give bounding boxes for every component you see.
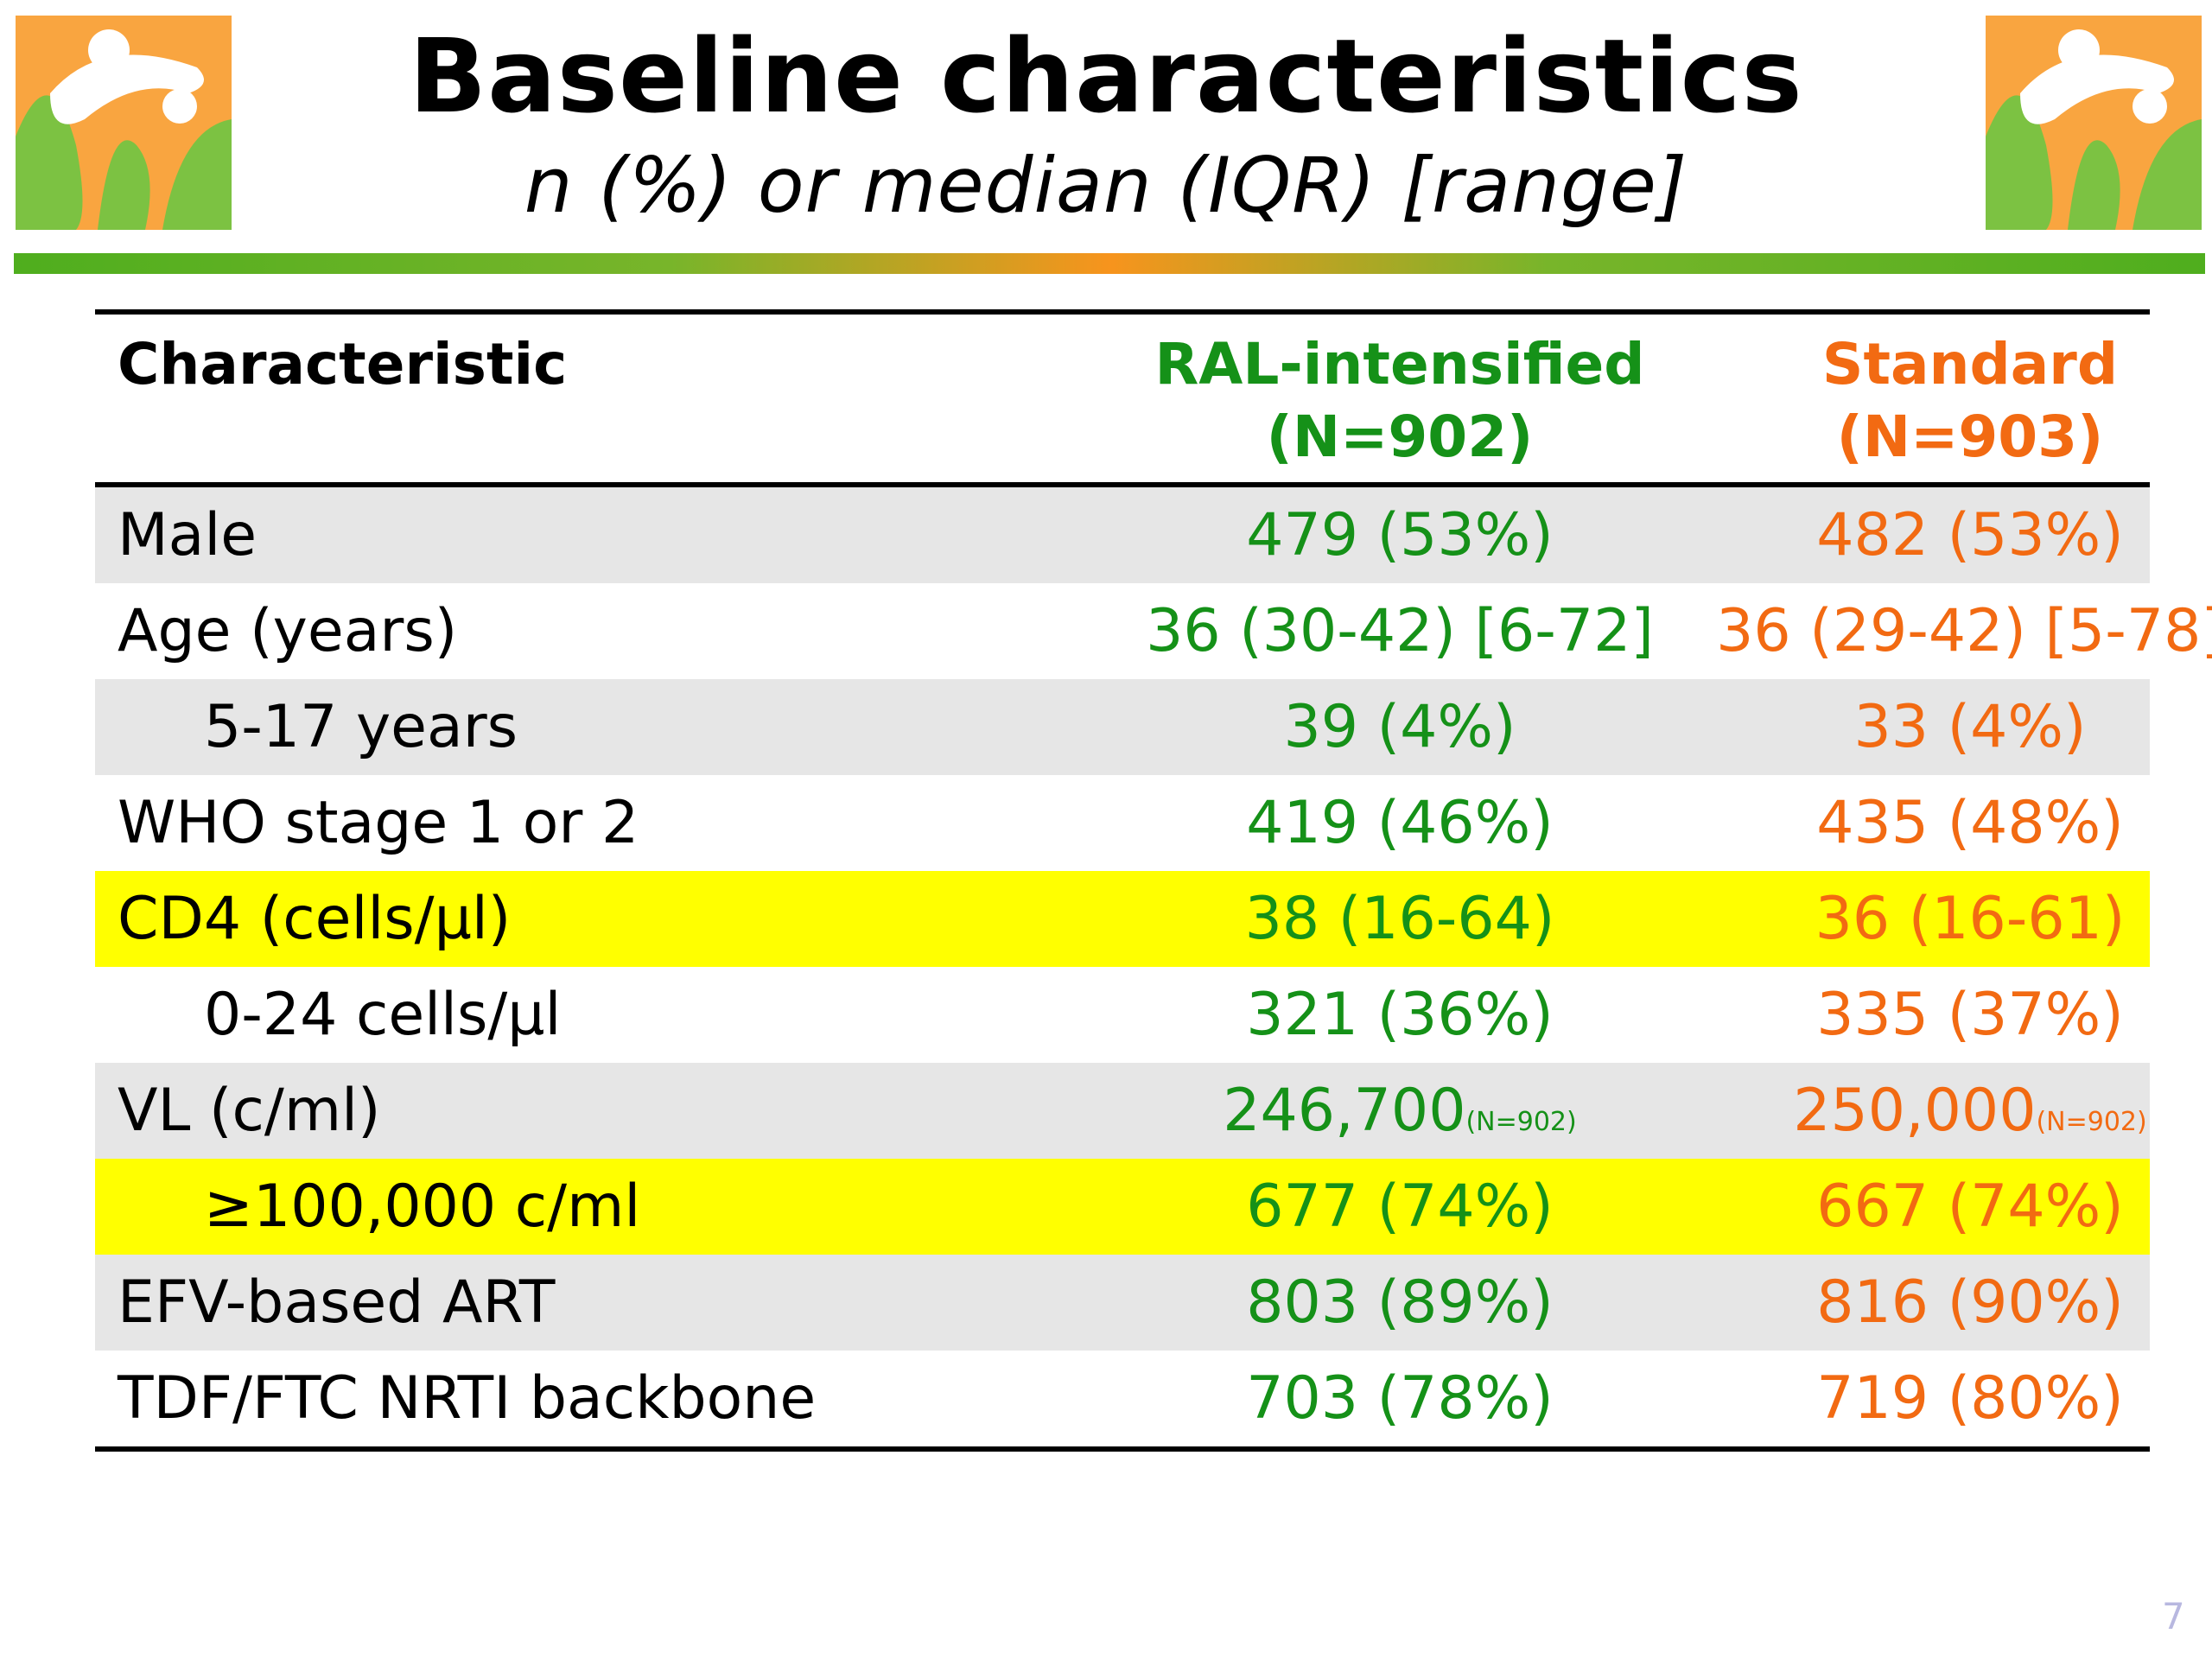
row-label: WHO stage 1 or 2 [118, 789, 639, 857]
row-label: 0-24 cells/µl [204, 981, 562, 1049]
family-figures-logo-icon [16, 16, 232, 230]
table-bottom-rule [95, 1446, 2150, 1452]
standard-value: 33 (4%) [1853, 693, 2087, 761]
row-label: TDF/FTC NRTI backbone [118, 1364, 817, 1433]
header-characteristic: Characteristic [118, 331, 568, 397]
ral-value: 419 (46%) [1246, 789, 1554, 857]
ral-value: 479 (53%) [1246, 501, 1554, 569]
table-top-rule [95, 309, 2150, 315]
title-divider [14, 253, 2205, 274]
table-row: WHO stage 1 or 2 419 (46%) 435 (48%) [95, 775, 2150, 871]
standard-value: 36 (29-42) [5-78] [1716, 597, 2212, 665]
ral-value: 803 (89%) [1246, 1268, 1554, 1337]
row-label: Male [118, 501, 257, 569]
standard-value: 816 (90%) [1816, 1268, 2124, 1337]
ral-value: 703 (78%) [1246, 1364, 1554, 1433]
table-row: 5-17 years 39 (4%) 33 (4%) [95, 679, 2150, 775]
standard-value: 36 (16-61) [1815, 885, 2126, 953]
table-header: Characteristic RAL-intensified (N=902) S… [95, 315, 2150, 482]
header-ral-name: RAL-intensified [1154, 331, 1645, 397]
row-label: Age (years) [118, 597, 458, 665]
table-row: Male 479 (53%) 482 (53%) [95, 487, 2150, 583]
slide-title: Baseline characteristics [409, 16, 1803, 136]
header-ral: RAL-intensified (N=902) [1028, 328, 1771, 474]
standard-value: 435 (48%) [1816, 789, 2124, 857]
header-standard-n: (N=903) [1836, 404, 2104, 470]
standard-value: 719 (80%) [1816, 1364, 2124, 1433]
page-number: 7 [2162, 1595, 2185, 1637]
row-label: ≥100,000 c/ml [204, 1173, 641, 1241]
ral-value: 39 (4%) [1283, 693, 1516, 761]
standard-value: 667 (74%) [1816, 1173, 2124, 1241]
header-standard: Standard (N=903) [1616, 328, 2212, 474]
header-standard-name: Standard [1821, 331, 2119, 397]
ral-value: 321 (36%) [1246, 981, 1554, 1049]
table-row-highlighted: ≥100,000 c/ml 677 (74%) 667 (74%) [95, 1159, 2150, 1255]
table-row: Age (years) 36 (30-42) [6-72] 36 (29-42)… [95, 583, 2212, 679]
ral-vl-value: 246,700 [1223, 1077, 1466, 1145]
table-header-rule [95, 482, 2150, 487]
row-label: VL (c/ml) [118, 1077, 381, 1145]
standard-value: 250,000(N=902) [1624, 1077, 2212, 1145]
standard-value: 335 (37%) [1816, 981, 2124, 1049]
header-ral-n: (N=902) [1266, 404, 1534, 470]
ral-value: 246,700(N=902) [1002, 1077, 1797, 1145]
table-row: VL (c/ml) 246,700(N=902) 250,000(N=902) [95, 1063, 2150, 1159]
ral-value: 38 (16-64) [1244, 885, 1555, 953]
ral-value: 677 (74%) [1246, 1173, 1554, 1241]
family-figures-logo-icon [1986, 16, 2202, 230]
row-label: CD4 (cells/µl) [118, 885, 512, 953]
slide-subtitle: n (%) or median (IQR) [range] [524, 141, 1688, 230]
standard-vl-note: (N=902) [2036, 1107, 2147, 1137]
baseline-table: Characteristic RAL-intensified (N=902) S… [95, 309, 2212, 1452]
table-row: 0-24 cells/µl 321 (36%) 335 (37%) [95, 967, 2150, 1063]
table-row: EFV-based ART 803 (89%) 816 (90%) [95, 1255, 2150, 1351]
row-label: 5-17 years [204, 693, 518, 761]
ral-vl-note: (N=902) [1465, 1107, 1577, 1137]
row-label: EFV-based ART [118, 1268, 556, 1337]
ral-value: 36 (30-42) [6-72] [1146, 597, 1654, 665]
standard-vl-value: 250,000 [1793, 1077, 2037, 1145]
standard-value: 482 (53%) [1816, 501, 2124, 569]
table-row: TDF/FTC NRTI backbone 703 (78%) 719 (80%… [95, 1351, 2150, 1446]
table-row-highlighted: CD4 (cells/µl) 38 (16-64) 36 (16-61) [95, 871, 2150, 967]
